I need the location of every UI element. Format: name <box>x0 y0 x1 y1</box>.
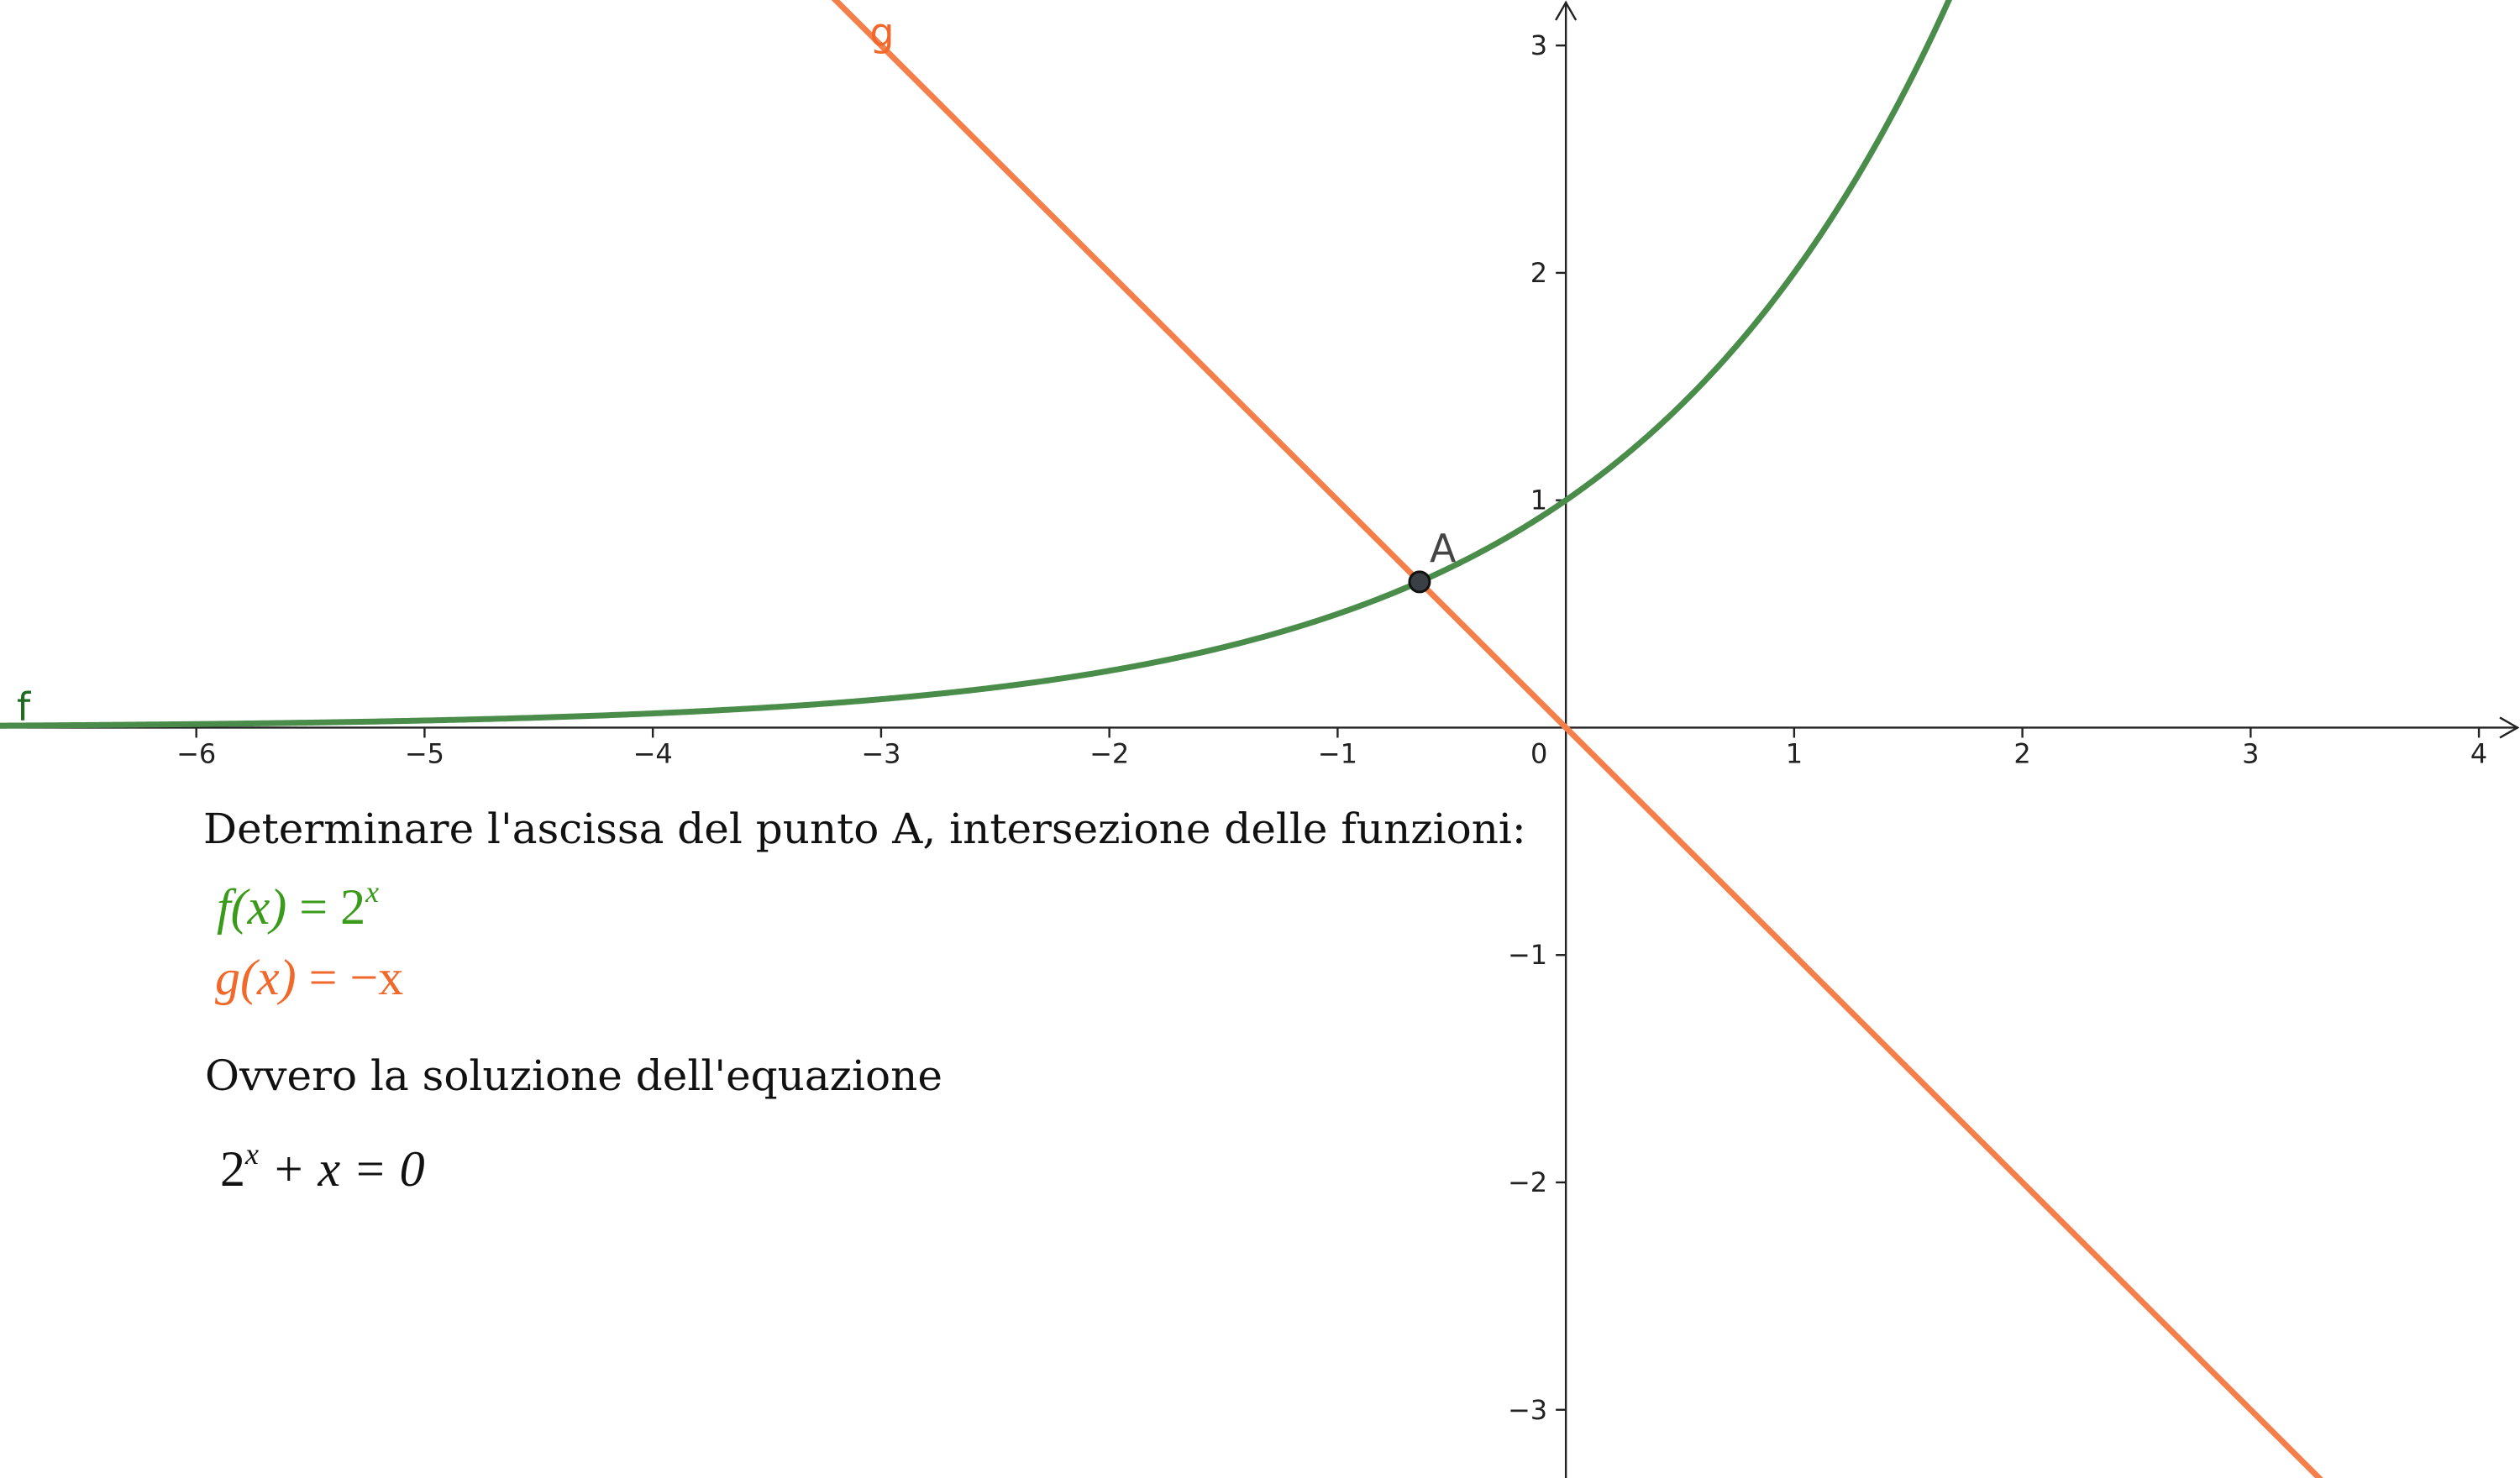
points: A <box>1408 526 1457 594</box>
x-tick-label: −2 <box>1089 737 1129 769</box>
y-tick-label: −2 <box>1508 1166 1547 1198</box>
problem-statement: Determinare l'ascissa del punto A, inter… <box>203 805 1526 853</box>
series-g-label: g <box>869 10 894 55</box>
equation-exponent: x <box>245 1137 259 1171</box>
equation-rest: + x = 0 <box>258 1141 425 1197</box>
equation-intro: Ovvero la soluzione dell'equazione <box>205 1051 942 1100</box>
g-formula-lhs: g(x) <box>215 950 297 1005</box>
x-tick-label: −1 <box>1318 737 1357 769</box>
point-a-label: A <box>1430 526 1457 571</box>
y-tick-label: −3 <box>1508 1394 1547 1426</box>
f-formula-eq: = 2 <box>286 879 366 935</box>
point-a-marker <box>1408 570 1431 594</box>
series-g-line <box>831 0 2323 1478</box>
f-formula-exponent: x <box>365 875 380 909</box>
y-tick-label: 3 <box>1530 29 1547 61</box>
g-formula: g(x) = −x <box>215 949 403 1007</box>
equation: 2x + x = 0 <box>220 1137 425 1198</box>
equation-base: 2 <box>220 1141 245 1197</box>
g-formula-eq: = −x <box>296 950 404 1005</box>
x-tick-label: −5 <box>405 737 444 769</box>
x-tick-label: 0 <box>1530 737 1547 769</box>
x-tick-label: 3 <box>2242 737 2259 769</box>
series-f-label: f <box>17 684 32 730</box>
x-tick-label: 2 <box>2013 737 2030 769</box>
y-tick-label: −1 <box>1508 939 1547 971</box>
series-f-line <box>0 0 1952 729</box>
x-tick-label: 1 <box>1786 737 1803 769</box>
f-formula-lhs: f(x) <box>217 879 287 935</box>
curves: fg <box>0 0 2323 1478</box>
y-tick-label: 2 <box>1530 257 1547 289</box>
x-tick-label: −3 <box>861 737 900 769</box>
y-tick-label: 1 <box>1530 485 1547 516</box>
y-axis-arrow <box>1555 0 1578 21</box>
axis-ticks: −6 −5 −4 −3 −2 −1 0 1 2 3 4 −3 −2 −1 1 2 3 <box>176 29 2487 1426</box>
x-tick-label: −6 <box>176 737 216 769</box>
x-tick-label: 4 <box>2470 737 2487 769</box>
f-formula: f(x) = 2x <box>217 875 380 936</box>
x-axis-arrow <box>2499 716 2520 739</box>
x-tick-label: −4 <box>633 737 673 769</box>
